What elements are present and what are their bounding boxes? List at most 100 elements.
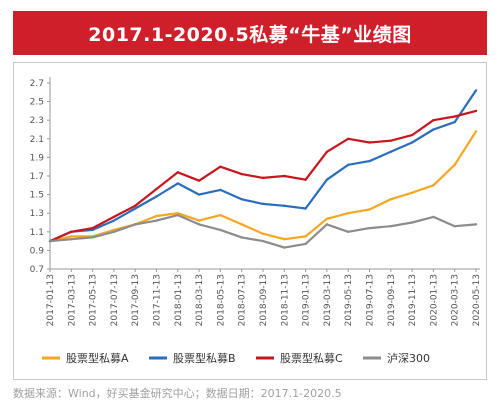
data-point — [389, 198, 392, 201]
data-point — [134, 223, 137, 226]
y-tick-label: 2.7 — [30, 79, 44, 89]
data-point — [325, 150, 329, 154]
line-chart: 2.7 2.5 2.3 2.1 1.9 1.7 1.5 1.3 1.1 0.9 0.72017-01… — [30, 77, 482, 365]
y-tick-label: 1.3 — [30, 209, 44, 219]
x-tick-label: 2019-05-13 — [344, 274, 354, 326]
data-point — [240, 172, 243, 176]
data-point — [197, 179, 201, 182]
data-point — [304, 178, 307, 181]
data-point — [112, 219, 116, 222]
data-point — [70, 230, 73, 233]
series-line-1 — [49, 130, 477, 243]
y-tick-label: 0.7 — [30, 265, 44, 275]
data-point — [389, 225, 392, 228]
data-point — [474, 89, 478, 92]
x-tick-label: 2017-11-13 — [153, 274, 163, 326]
x-tick-label: 2018-05-13 — [216, 274, 226, 326]
data-point — [432, 119, 435, 122]
data-point — [304, 235, 307, 238]
data-point — [91, 226, 94, 230]
data-point — [283, 204, 286, 207]
x-tick-label: 2018-03-13 — [195, 274, 205, 326]
data-point — [219, 188, 222, 192]
data-point — [176, 212, 179, 215]
data-point — [474, 109, 478, 113]
data-point — [197, 219, 201, 222]
data-point — [155, 187, 158, 191]
x-tick-label: 2018-07-13 — [238, 274, 248, 326]
y-tick-label: 1.1 — [30, 228, 44, 238]
data-point — [432, 215, 435, 219]
data-point — [197, 223, 201, 226]
data-point — [432, 128, 435, 131]
x-tick-label: 2017-09-13 — [131, 274, 141, 326]
x-tick-label: 2017-07-13 — [110, 274, 120, 326]
data-point — [261, 239, 265, 243]
x-tick-label: 2019-11-13 — [408, 274, 418, 326]
data-point — [155, 214, 158, 218]
data-point — [368, 208, 371, 211]
x-tick-label: 2018-11-13 — [280, 274, 290, 326]
y-tick-label: 1.7 — [30, 172, 44, 182]
data-point — [219, 165, 222, 168]
data-point — [347, 230, 350, 233]
data-point — [432, 184, 435, 187]
data-point — [474, 130, 478, 133]
data-point — [155, 195, 158, 198]
y-tick-label: 2.5 — [30, 98, 44, 108]
data-point — [347, 212, 350, 215]
y-tick-label: 1.9 — [30, 153, 45, 163]
y-tick-label: 0.9 — [30, 246, 45, 256]
legend-label-3: 股票型私募C — [280, 351, 343, 365]
x-tick-label: 2020-01-13 — [429, 274, 439, 326]
data-point — [197, 193, 201, 196]
data-point — [325, 223, 329, 226]
data-point — [347, 163, 350, 167]
data-point — [389, 150, 392, 154]
x-tick-label: 2019-07-13 — [366, 274, 376, 326]
data-point — [325, 178, 329, 181]
x-tick-label: 2020-05-13 — [472, 274, 482, 326]
data-point — [453, 163, 456, 167]
data-point — [176, 182, 179, 185]
data-point — [240, 198, 243, 201]
x-tick-label: 2018-01-13 — [174, 274, 184, 326]
data-point — [219, 228, 222, 232]
chart-frame: 2.7 2.5 2.3 2.1 1.9 1.7 1.5 1.3 1.1 0.9 0.7 2017-01… — [13, 62, 487, 380]
data-point — [304, 242, 307, 246]
data-point — [91, 236, 94, 239]
data-point — [176, 171, 179, 174]
data-point — [176, 213, 179, 217]
data-point — [134, 207, 137, 210]
data-point — [453, 225, 456, 228]
legend-label-1: 股票型私募A — [66, 351, 129, 365]
data-point — [304, 207, 307, 210]
data-point — [91, 228, 94, 232]
data-point — [347, 137, 350, 140]
y-tick-label: 2.3 — [30, 116, 44, 126]
x-tick-label: 2019-09-13 — [387, 274, 397, 326]
data-point — [240, 236, 243, 239]
data-point — [453, 120, 456, 124]
data-point — [112, 230, 116, 233]
y-tick-label: 1.5 — [30, 191, 44, 201]
data-point — [219, 213, 222, 217]
data-point — [112, 215, 116, 219]
data-point — [410, 221, 414, 224]
legend-label-4: 泸深300 — [387, 352, 430, 365]
data-point — [474, 223, 478, 226]
data-point — [368, 141, 371, 144]
data-point — [261, 176, 265, 180]
data-point — [410, 133, 414, 137]
data-point — [410, 141, 414, 144]
data-point — [410, 191, 414, 194]
y-tick-label: 2.1 — [30, 135, 44, 145]
data-point — [261, 202, 265, 206]
x-tick-label: 2017-03-13 — [67, 274, 77, 326]
data-point — [261, 232, 265, 235]
data-point — [368, 159, 371, 163]
data-point — [368, 226, 371, 230]
data-point — [283, 174, 286, 178]
data-point — [283, 246, 286, 249]
data-point — [283, 238, 286, 241]
